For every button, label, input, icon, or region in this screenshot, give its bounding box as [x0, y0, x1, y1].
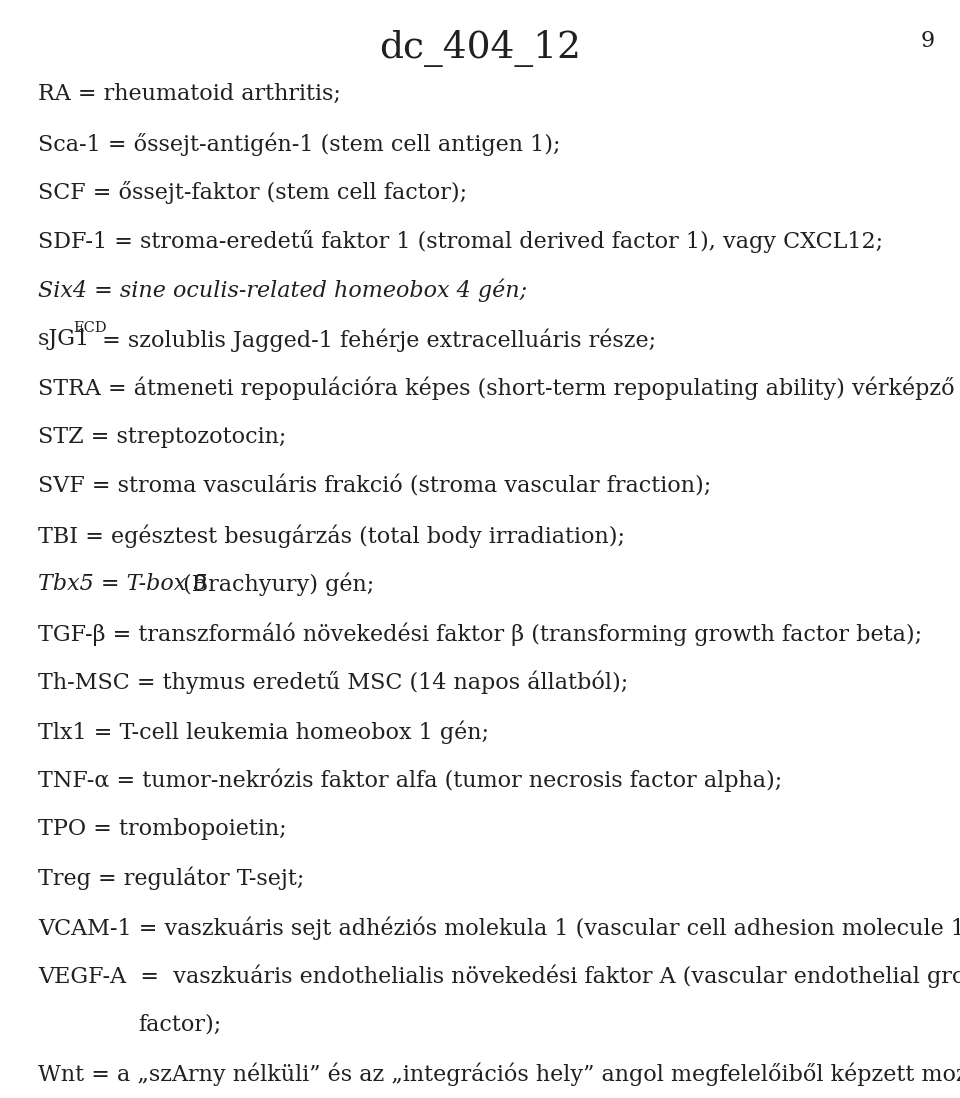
Text: Tbx5 = T-box 5: Tbx5 = T-box 5	[38, 573, 207, 595]
Text: VCAM-1 = vaszkuáris sejt adhéziós molekula 1 (vascular cell adhesion molecule 1): VCAM-1 = vaszkuáris sejt adhéziós moleku…	[38, 916, 960, 940]
Text: = szolublis Jagged-1 fehérje extracelluáris része;: = szolublis Jagged-1 fehérje extracelluá…	[95, 328, 656, 351]
Text: sJG1: sJG1	[38, 328, 90, 350]
Text: Treg = regulátor T-sejt;: Treg = regulátor T-sejt;	[38, 867, 304, 890]
Text: STZ = streptozotocin;: STZ = streptozotocin;	[38, 426, 286, 448]
Text: SDF-1 = stroma-eredetű faktor 1 (stromal derived factor 1), vagy CXCL12;: SDF-1 = stroma-eredetű faktor 1 (stromal…	[38, 229, 883, 253]
Text: VEGF-A  =  vaszkuáris endothelialis növekedési faktor A (vascular endothelial gr: VEGF-A = vaszkuáris endothelialis növeke…	[38, 965, 960, 988]
Text: Six4 = sine oculis-related homeobox 4 gén;: Six4 = sine oculis-related homeobox 4 gé…	[38, 279, 527, 303]
Text: 9: 9	[921, 30, 935, 52]
Text: Wnt = a „szArny nélküli” és az „integrációs hely” angol megfelelőiből képzett mo: Wnt = a „szArny nélküli” és az „integrác…	[38, 1063, 960, 1087]
Text: TBI = egésztest besugárzás (total body irradiation);: TBI = egésztest besugárzás (total body i…	[38, 524, 625, 548]
Text: ECD: ECD	[73, 321, 107, 335]
Text: Tlx1 = T-cell leukemia homeobox 1 gén;: Tlx1 = T-cell leukemia homeobox 1 gén;	[38, 720, 489, 743]
Text: Th-MSC = thymus eredetű MSC (14 napos állatból);: Th-MSC = thymus eredetű MSC (14 napos ál…	[38, 671, 628, 695]
Text: SCF = őssejt-faktor (stem cell factor);: SCF = őssejt-faktor (stem cell factor);	[38, 181, 468, 204]
Text: TNF-α = tumor-nekrózis faktor alfa (tumor necrosis factor alpha);: TNF-α = tumor-nekrózis faktor alfa (tumo…	[38, 769, 782, 793]
Text: STRA = átmeneti repopulációra képes (short-term repopulating ability) vérképző ő: STRA = átmeneti repopulációra képes (sho…	[38, 377, 960, 401]
Text: SVF = stroma vasculáris frakció (stroma vascular fraction);: SVF = stroma vasculáris frakció (stroma …	[38, 475, 711, 497]
Text: factor);: factor);	[138, 1013, 221, 1037]
Text: Sca-1 = őssejt-antigén-1 (stem cell antigen 1);: Sca-1 = őssejt-antigén-1 (stem cell anti…	[38, 132, 561, 156]
Text: TGF-β = transzformáló növekedési faktor β (transforming growth factor beta);: TGF-β = transzformáló növekedési faktor …	[38, 621, 923, 646]
Text: RA = rheumatoid arthritis;: RA = rheumatoid arthritis;	[38, 83, 341, 105]
Text: (Brachyury) gén;: (Brachyury) gén;	[176, 573, 374, 596]
Text: TPO = trombopoietin;: TPO = trombopoietin;	[38, 818, 287, 840]
Text: dc_404_12: dc_404_12	[379, 30, 581, 67]
